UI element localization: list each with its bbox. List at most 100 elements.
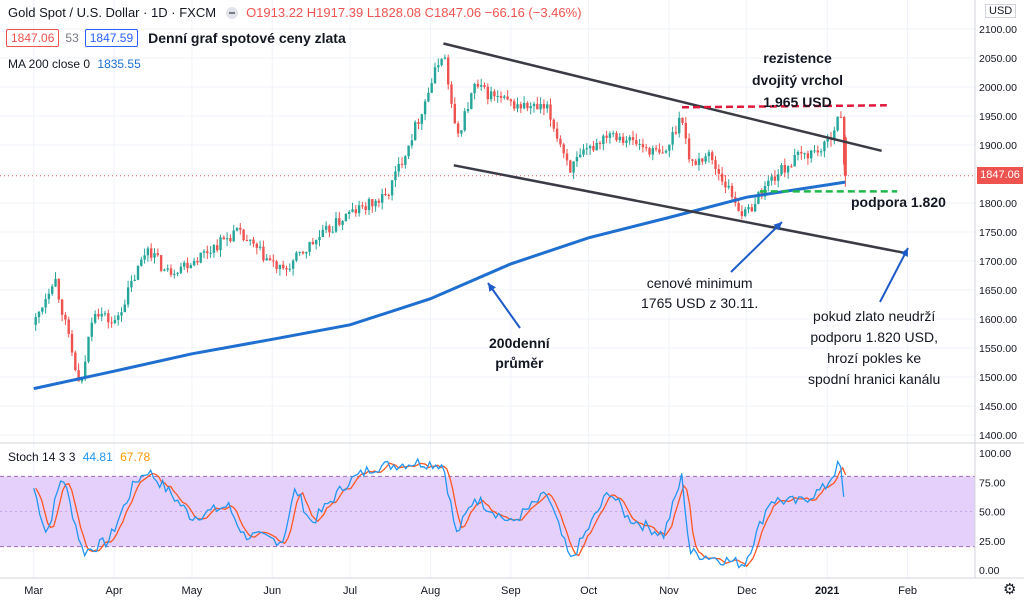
bid-box[interactable]: 1847.06 — [6, 29, 60, 47]
candle-down — [674, 132, 678, 134]
candle-up — [671, 132, 674, 145]
candle-down — [285, 268, 288, 270]
candle-down — [245, 240, 249, 242]
candle-down — [450, 84, 453, 104]
candle-up — [133, 279, 136, 281]
candle-up — [810, 150, 813, 159]
candle-up — [120, 312, 123, 316]
candle-down — [272, 260, 275, 262]
candle-down — [67, 319, 70, 334]
candle-up — [390, 180, 394, 196]
candle-up — [430, 83, 433, 93]
candle-up — [163, 269, 166, 271]
candle-up — [539, 104, 542, 110]
stoch-tick-label: 25.00 — [979, 536, 1005, 548]
candle-up — [117, 315, 120, 320]
candle-down — [387, 194, 391, 196]
candle-up — [381, 194, 384, 203]
candle-up — [209, 252, 212, 254]
candle-up — [295, 252, 298, 261]
candle-up — [278, 264, 282, 269]
candle-down — [509, 99, 513, 102]
price-tick-label: 1450.00 — [979, 401, 1017, 413]
candle-up — [744, 209, 747, 216]
candle-down — [648, 148, 651, 155]
warning-line-4: spodní hranici kanálu — [808, 371, 941, 387]
candle-up — [588, 146, 592, 149]
candle-last — [843, 137, 847, 176]
candle-down — [338, 218, 341, 225]
candle-up — [595, 142, 598, 151]
candle-up — [826, 137, 829, 142]
candle-up — [183, 262, 186, 267]
price-tick-label: 1950.00 — [979, 111, 1017, 123]
candle-down — [740, 211, 744, 216]
candle-up — [529, 106, 532, 109]
candle-down — [661, 152, 664, 154]
gear-icon[interactable]: ⚙ — [1003, 581, 1017, 598]
candle-down — [268, 258, 272, 261]
stoch-legend[interactable]: Stoch 14 3 3 44.81 67.78 — [8, 450, 150, 464]
price-pane — [33, 54, 847, 391]
eye-icon[interactable] — [226, 6, 239, 19]
candle-up — [770, 176, 773, 181]
spread-value: 53 — [65, 31, 79, 45]
resistance-line-2: dvojitý vrchol — [752, 72, 844, 88]
ma200-arrow — [487, 282, 521, 329]
candle-down — [77, 370, 80, 382]
symbol-name[interactable]: Gold Spot / U.S. Dollar · 1D · FXCM — [8, 5, 217, 20]
candle-up — [503, 96, 506, 98]
ma200-annotation: 200denní průměr — [489, 333, 550, 373]
candle-down — [714, 160, 717, 170]
candle-down — [565, 153, 569, 161]
candle-up — [173, 273, 176, 275]
candle-down — [562, 144, 565, 154]
candle-up — [780, 164, 783, 175]
candle-up — [664, 150, 668, 153]
candle-up — [608, 133, 612, 138]
currency-label[interactable]: USD — [985, 4, 1017, 18]
candle-up — [176, 272, 179, 274]
price-tick-label: 2050.00 — [979, 53, 1017, 65]
candle-up — [420, 114, 424, 124]
candle-up — [298, 251, 301, 253]
candle-up — [470, 93, 473, 110]
candle-up — [34, 317, 37, 325]
stoch-tick-label: 75.00 — [979, 477, 1005, 489]
candle-up — [146, 248, 150, 256]
price-tick-label: 1750.00 — [979, 227, 1017, 239]
candle-up — [212, 245, 216, 253]
candle-down — [311, 241, 315, 245]
candle-up — [202, 251, 206, 253]
candle-up — [90, 322, 94, 337]
ask-box[interactable]: 1847.59 — [84, 29, 139, 47]
candle-up — [704, 156, 707, 162]
candle-down — [694, 160, 697, 165]
candle-up — [249, 239, 252, 241]
ma-legend[interactable]: MA 200 close 0 1835.55 — [8, 57, 141, 71]
time-tick-label: Dec — [737, 585, 757, 597]
candle-down — [724, 181, 727, 188]
time-tick-label: Sep — [501, 585, 521, 597]
candle-up — [367, 199, 371, 211]
ohlc-open: O1913.22 — [246, 5, 304, 20]
candle-up — [813, 150, 816, 152]
candle-down — [701, 158, 704, 162]
warning-line-2: podporu 1.820 USD, — [810, 329, 938, 345]
candle-down — [156, 253, 160, 256]
candle-up — [47, 293, 51, 300]
candle-up — [638, 144, 641, 146]
candle-up — [489, 91, 493, 100]
candle-up — [51, 286, 54, 294]
candle-up — [575, 156, 579, 162]
candle-up — [437, 65, 440, 68]
candle-up — [199, 252, 202, 263]
candle-up — [318, 237, 321, 241]
candle-down — [552, 119, 556, 129]
candle-down — [107, 313, 110, 323]
candle-up — [153, 253, 156, 258]
candle-down — [526, 102, 529, 109]
candle-up — [823, 141, 826, 152]
candle-down — [684, 122, 688, 139]
